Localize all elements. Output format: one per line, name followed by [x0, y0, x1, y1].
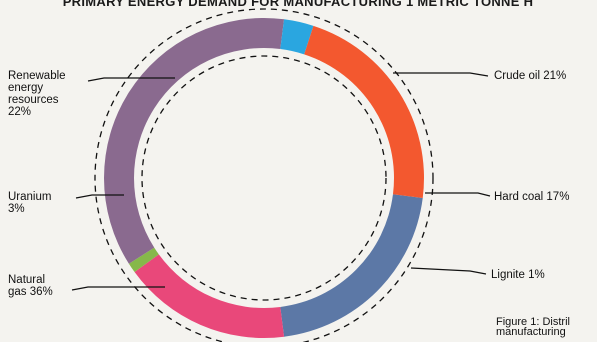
leader-lignite	[410, 267, 487, 275]
label-natural-gas-line-1: Natural	[8, 274, 45, 286]
label-renewable-line-4: 22%	[8, 106, 31, 118]
label-natural-gas: Natural gas 36%	[8, 274, 53, 298]
label-natural-gas-line-2: gas 36%	[8, 286, 53, 298]
outer-dashed-ring	[94, 8, 434, 342]
slice-lignite	[128, 247, 159, 273]
figure-caption: Figure 1: Distril manufacturing	[496, 316, 573, 338]
figure-caption-line-1: Figure 1: Distril	[496, 316, 570, 328]
label-renewable-line-3: resources	[8, 94, 59, 106]
label-renewable: Renewable energy resources 22%	[8, 70, 69, 118]
label-lignite: Lignite 1%	[491, 269, 545, 281]
label-hard-coal-line: Hard coal 17%	[494, 191, 569, 203]
leader-renewable	[87, 77, 175, 82]
figure-caption-line-2: manufacturing	[496, 326, 566, 338]
leader-uranium	[75, 194, 124, 199]
leader-crude-oil	[393, 72, 489, 77]
slice-hard-coal	[134, 254, 285, 338]
label-uranium-line-1: Uranium	[8, 191, 51, 203]
label-crude-oil-line: Crude oil 21%	[494, 70, 566, 82]
label-hard-coal: Hard coal 17%	[494, 191, 569, 203]
inner-dashed-ring	[141, 55, 387, 301]
slice-crude-oil	[280, 194, 423, 337]
slice-natural-gas	[103, 18, 285, 264]
label-uranium-line-2: 3%	[8, 203, 25, 215]
slice-renewable	[304, 25, 424, 199]
leader-hard-coal	[425, 192, 491, 197]
label-uranium: Uranium 3%	[8, 191, 55, 215]
label-lignite-line: Lignite 1%	[491, 269, 545, 281]
label-renewable-line-1: Renewable	[8, 70, 66, 82]
leader-natural-gas	[71, 286, 165, 291]
label-renewable-line-2: energy	[8, 82, 43, 94]
slice-uranium	[280, 19, 314, 55]
chart-title: PRIMARY ENERGY DEMAND FOR MANUFACTURING …	[63, 0, 534, 9]
label-crude-oil: Crude oil 21%	[494, 70, 566, 82]
donut-slices	[103, 18, 424, 338]
